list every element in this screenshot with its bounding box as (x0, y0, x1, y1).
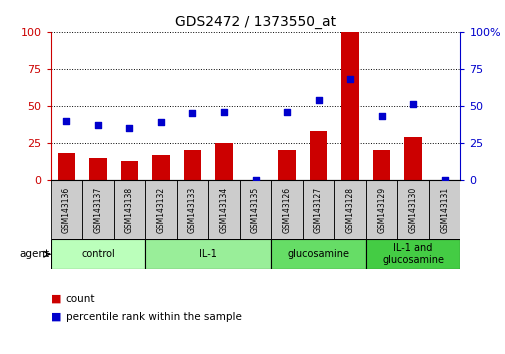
Bar (50, 180, 82, 239)
Bar (145, 239, 271, 269)
Text: IL-1: IL-1 (199, 249, 217, 259)
Text: GSM143128: GSM143128 (345, 187, 354, 233)
Bar (271, 180, 302, 239)
Bar (215, 143, 232, 180)
Bar (82, 180, 114, 239)
Bar (302, 180, 334, 239)
Text: GSM143134: GSM143134 (219, 187, 228, 233)
Bar (271, 239, 365, 269)
Bar (278, 150, 295, 180)
Bar (428, 180, 460, 239)
Text: glucosamine: glucosamine (287, 249, 349, 259)
Bar (176, 180, 208, 239)
Text: GSM143137: GSM143137 (93, 187, 102, 233)
Point (62, 118, 70, 124)
Text: GSM143138: GSM143138 (125, 187, 134, 233)
Bar (396, 180, 428, 239)
Point (220, 109, 228, 115)
Point (157, 119, 165, 125)
Text: agent: agent (19, 249, 49, 259)
Point (282, 109, 290, 115)
Text: percentile rank within the sample: percentile rank within the sample (66, 312, 241, 322)
Text: GSM143127: GSM143127 (314, 187, 323, 233)
Bar (403, 137, 421, 180)
Text: control: control (81, 249, 115, 259)
Bar (365, 239, 460, 269)
Bar (239, 180, 271, 239)
Text: GSM143130: GSM143130 (408, 187, 417, 233)
Point (251, 177, 259, 183)
Bar (183, 150, 201, 180)
Text: GSM143129: GSM143129 (376, 187, 385, 233)
Bar (58, 153, 75, 180)
Point (188, 110, 196, 116)
Point (93, 122, 102, 128)
Bar (372, 150, 389, 180)
Bar (341, 32, 358, 180)
Text: GSM143132: GSM143132 (156, 187, 165, 233)
Point (409, 102, 417, 107)
Bar (309, 131, 327, 180)
Bar (152, 155, 169, 180)
Text: GSM143131: GSM143131 (439, 187, 448, 233)
Bar (365, 180, 396, 239)
Title: GDS2472 / 1373550_at: GDS2472 / 1373550_at (175, 16, 335, 29)
Bar (121, 161, 138, 180)
Point (440, 177, 448, 183)
Point (345, 76, 353, 82)
Bar (334, 180, 365, 239)
Bar (114, 180, 145, 239)
Bar (208, 180, 239, 239)
Bar (145, 180, 176, 239)
Text: GSM143136: GSM143136 (62, 187, 71, 233)
Text: GSM143135: GSM143135 (250, 187, 260, 233)
Text: GSM143126: GSM143126 (282, 187, 291, 233)
Text: count: count (66, 294, 95, 304)
Point (314, 97, 322, 103)
Bar (89, 158, 107, 180)
Text: GSM143133: GSM143133 (187, 187, 196, 233)
Point (125, 125, 133, 131)
Text: IL-1 and
glucosamine: IL-1 and glucosamine (381, 244, 443, 265)
Text: ■: ■ (50, 312, 61, 322)
Bar (50, 239, 145, 269)
Text: ■: ■ (50, 294, 61, 304)
Point (377, 114, 385, 119)
